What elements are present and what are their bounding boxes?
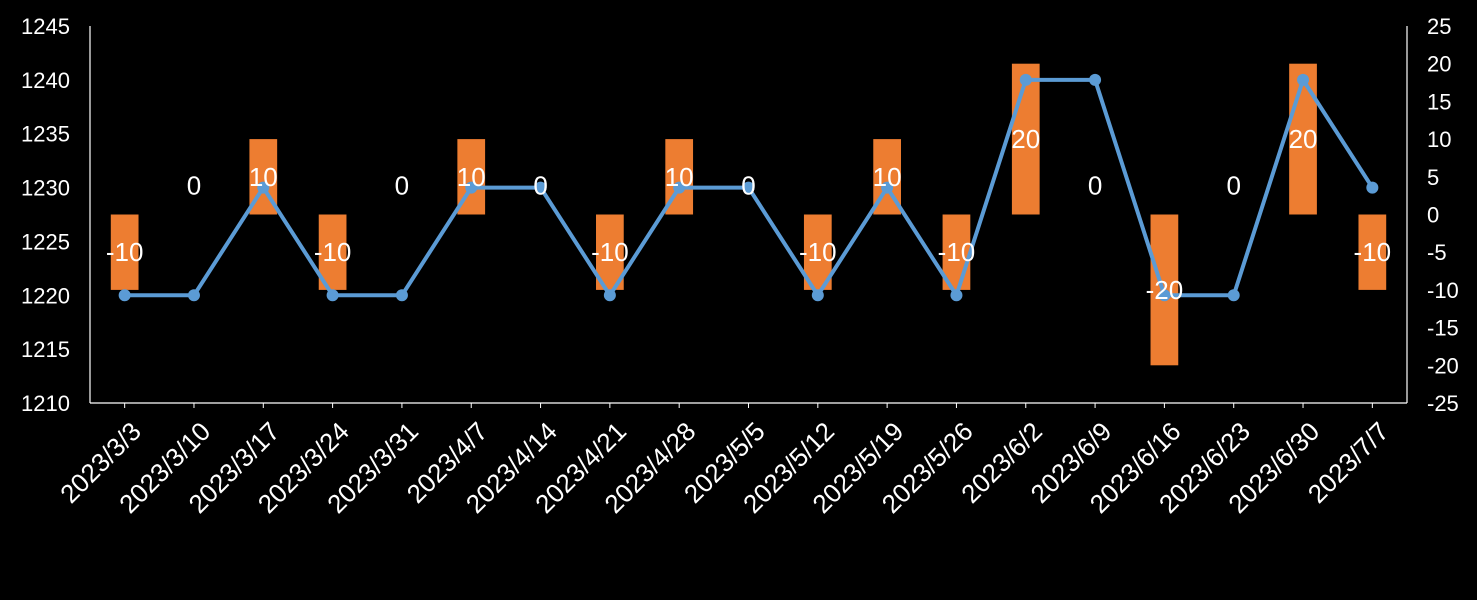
line-point — [534, 181, 547, 194]
bar-data-label: 10 — [457, 162, 486, 192]
right-y-tick-label: -20 — [1427, 353, 1459, 378]
bar — [110, 214, 139, 290]
bar-data-label: 20 — [1289, 124, 1318, 154]
bar-data-label: 0 — [741, 171, 755, 201]
right-y-tick-label: -10 — [1427, 278, 1459, 303]
left-y-tick-label: 1235 — [21, 122, 70, 147]
bar-data-label: -10 — [106, 237, 144, 267]
line-point — [881, 181, 894, 194]
left-y-tick-label: 1210 — [21, 391, 70, 416]
line-point — [950, 289, 963, 302]
bar — [1358, 214, 1387, 290]
bar-data-label: 0 — [533, 171, 547, 201]
left-y-tick-label: 1230 — [21, 176, 70, 201]
left-y-tick-label: 1245 — [21, 14, 70, 39]
line-point — [187, 289, 200, 302]
right-y-tick-label: -25 — [1427, 391, 1459, 416]
bar-data-label: -10 — [938, 237, 976, 267]
line-point — [1297, 73, 1310, 86]
line-point — [326, 289, 339, 302]
bar-data-label: 0 — [395, 171, 409, 201]
left-y-tick-label: 1215 — [21, 337, 70, 362]
line-point — [1019, 73, 1032, 86]
left-y-tick-label: 1240 — [21, 68, 70, 93]
line-point — [1366, 181, 1379, 194]
line-point — [257, 181, 270, 194]
line-point — [742, 181, 755, 194]
line-point — [603, 289, 616, 302]
line-point — [1158, 289, 1171, 302]
bar — [1289, 63, 1317, 215]
bar-data-label: 10 — [665, 162, 694, 192]
right-y-tick-label: 0 — [1427, 203, 1439, 228]
right-y-tick-label: 5 — [1427, 165, 1439, 190]
right-y-tick-label: 10 — [1427, 127, 1451, 152]
bar-data-label: 20 — [1011, 124, 1040, 154]
bar-data-label: 0 — [1088, 171, 1102, 201]
bar — [1011, 63, 1040, 215]
bar-data-label: 0 — [1226, 171, 1240, 201]
line-point — [1089, 73, 1102, 86]
bar-data-label: -20 — [1146, 275, 1184, 305]
right-y-tick-label: -5 — [1427, 240, 1447, 265]
line-point — [1227, 289, 1240, 302]
bar-data-label: -10 — [1354, 237, 1392, 267]
left-y-tick-label: 1225 — [21, 229, 70, 254]
bar-data-label: -10 — [314, 237, 352, 267]
line-point — [673, 181, 686, 194]
line-point — [118, 289, 131, 302]
line-point — [465, 181, 478, 194]
right-y-tick-label: -15 — [1427, 316, 1459, 341]
bar-data-label: -10 — [591, 237, 629, 267]
bar-data-label: 0 — [187, 171, 201, 201]
line-point — [395, 289, 408, 302]
line-point — [811, 289, 824, 302]
left-y-tick-label: 1220 — [21, 283, 70, 308]
bar-data-label: -10 — [799, 237, 837, 267]
bar-data-label: 10 — [873, 162, 902, 192]
right-y-tick-label: 15 — [1427, 89, 1451, 114]
right-y-tick-label: 25 — [1427, 14, 1451, 39]
bar-data-label: 10 — [249, 162, 278, 192]
right-y-tick-label: 20 — [1427, 52, 1451, 77]
